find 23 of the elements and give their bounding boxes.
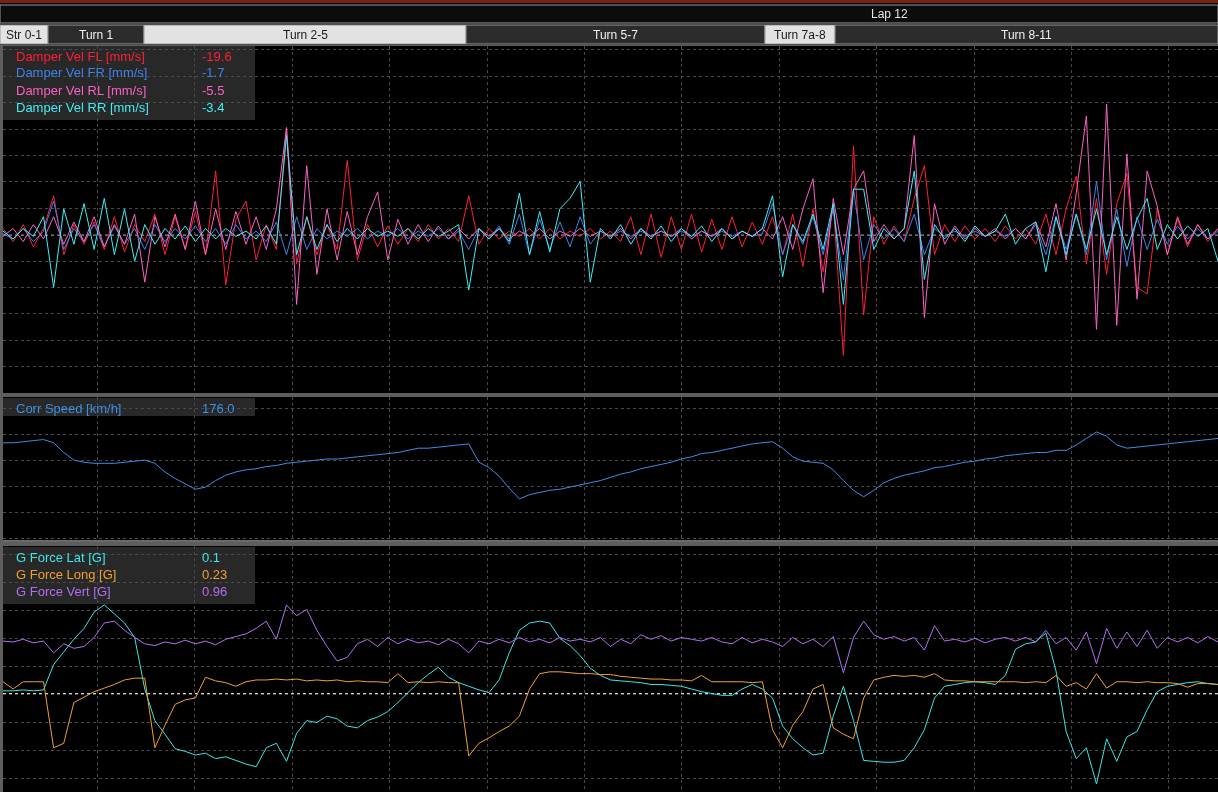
text: Str 0-1 [6, 28, 43, 42]
text: Damper Vel FR [mm/s] [16, 65, 148, 80]
text: 0.23 [202, 567, 228, 582]
text: G Force Lat [G] [16, 550, 106, 565]
text: -1.7 [202, 65, 225, 80]
text: Turn 5-7 [593, 28, 639, 42]
text: 176.0 [202, 401, 235, 416]
text: Turn 7a-8 [774, 28, 826, 42]
text: Turn 8-11 [1001, 28, 1053, 42]
text: Damper Vel FL [mm/s] [16, 49, 145, 64]
series-label: G Force Vert [G] [16, 584, 111, 599]
text: Turn 2-5 [283, 28, 329, 42]
text: Damper Vel RR [mm/s] [16, 100, 149, 115]
text: Turn 1 [79, 28, 114, 42]
text: Lap 12 [871, 7, 909, 21]
text: G Force Long [G] [16, 567, 117, 582]
text: Damper Vel RL [mm/s] [16, 83, 147, 98]
text: Corr Speed [km/h] [16, 401, 122, 416]
text: -5.5 [202, 83, 225, 98]
annotation: -3.4 [202, 100, 225, 115]
text: 0.96 [202, 584, 228, 599]
text: 0.1 [202, 550, 221, 565]
text: -19.6 [202, 49, 232, 64]
